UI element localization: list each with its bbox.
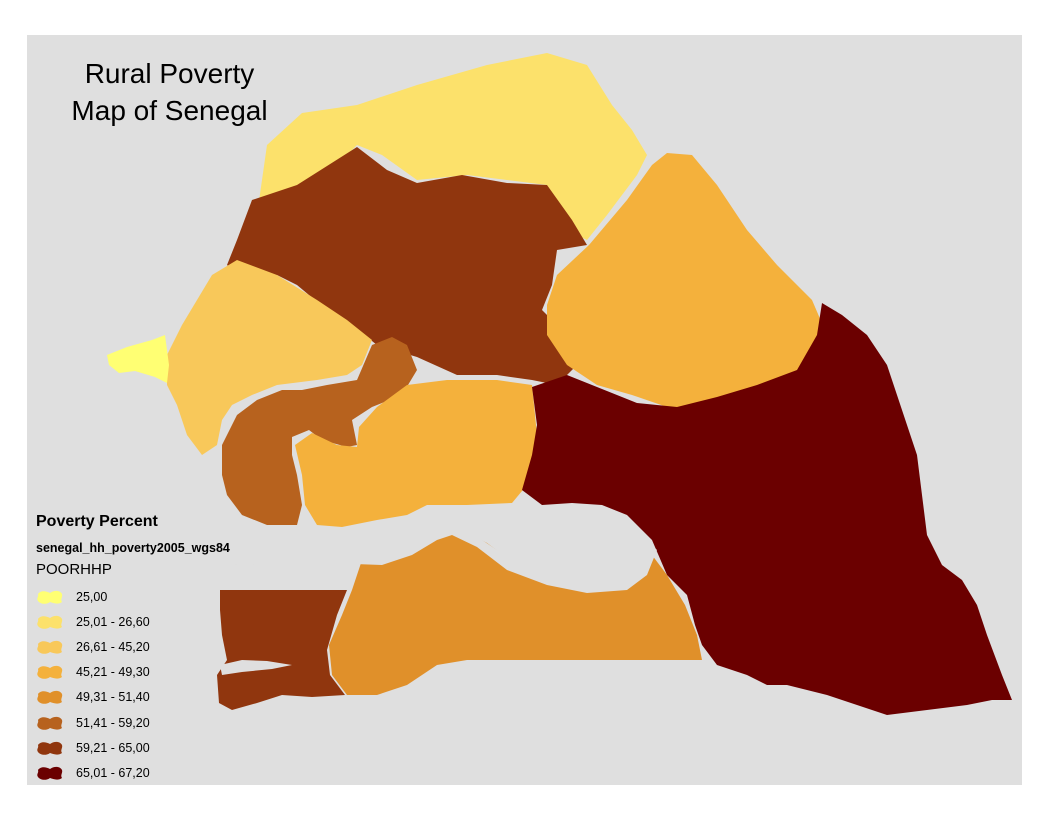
legend-item: 51,41 - 59,20 <box>36 710 366 735</box>
legend-swatch <box>37 640 63 654</box>
legend-heading: Poverty Percent <box>36 513 158 530</box>
legend-item-label: 25,00 <box>76 589 108 604</box>
legend-item: 49,31 - 51,40 <box>36 685 366 710</box>
region-thies[interactable] <box>167 260 372 455</box>
legend-item-label: 25,01 - 26,60 <box>76 614 150 629</box>
legend-swatch <box>37 741 63 755</box>
region-matam[interactable] <box>547 153 827 407</box>
legend-swatch <box>37 666 63 679</box>
legend-item-label: 65,01 - 67,20 <box>76 765 150 780</box>
legend-swatch <box>37 590 63 604</box>
region-kaolack[interactable] <box>295 380 537 527</box>
legend-item: 45,21 - 49,30 <box>36 660 366 685</box>
region-fatick[interactable] <box>222 337 417 525</box>
map-title-line-1: Rural Poverty <box>84 58 255 89</box>
legend-item-label: 26,61 - 45,20 <box>76 639 150 654</box>
casamance-river <box>220 660 292 675</box>
legend-swatch <box>37 615 63 629</box>
region-kolda[interactable] <box>329 527 702 695</box>
legend-swatch <box>37 766 63 780</box>
legend-classes: 25,00 25,01 - 26,60 26,61 - 45,20 45,21 - 4… <box>36 584 366 785</box>
region-louga[interactable] <box>227 147 587 385</box>
legend-swatch <box>37 716 63 730</box>
legend-item: 59,21 - 65,00 <box>36 735 366 760</box>
region-dakar[interactable] <box>107 335 169 383</box>
legend-item: 25,00 <box>36 584 366 609</box>
map-title: Rural Poverty Map of Senegal <box>27 55 312 129</box>
senegal-map[interactable] <box>27 35 1022 785</box>
legend-item: 65,01 - 67,20 <box>36 760 366 785</box>
legend-swatch <box>37 691 63 705</box>
legend-item-label: 59,21 - 65,00 <box>76 740 150 755</box>
legend-item: 26,61 - 45,20 <box>36 634 366 659</box>
legend-field-name: POORHHP <box>36 561 112 578</box>
region-north[interactable] <box>257 53 647 240</box>
gambia-river <box>222 517 657 593</box>
region-tambacounda[interactable] <box>522 303 1012 715</box>
map-title-line-2: Map of Senegal <box>71 95 268 126</box>
legend-item-label: 51,41 - 59,20 <box>76 715 150 730</box>
region-ziguinchor[interactable] <box>217 590 347 710</box>
map-frame: Rural Poverty Map of Senegal Poverty Per… <box>27 35 1022 785</box>
legend-item: 25,01 - 26,60 <box>36 609 366 634</box>
legend: Poverty Percent senegal_hh_poverty2005_w… <box>36 513 366 785</box>
legend-layer-name: senegal_hh_poverty2005_wgs84 <box>36 541 230 555</box>
legend-item-label: 45,21 - 49,30 <box>76 665 150 680</box>
legend-item-label: 49,31 - 51,40 <box>76 690 150 705</box>
